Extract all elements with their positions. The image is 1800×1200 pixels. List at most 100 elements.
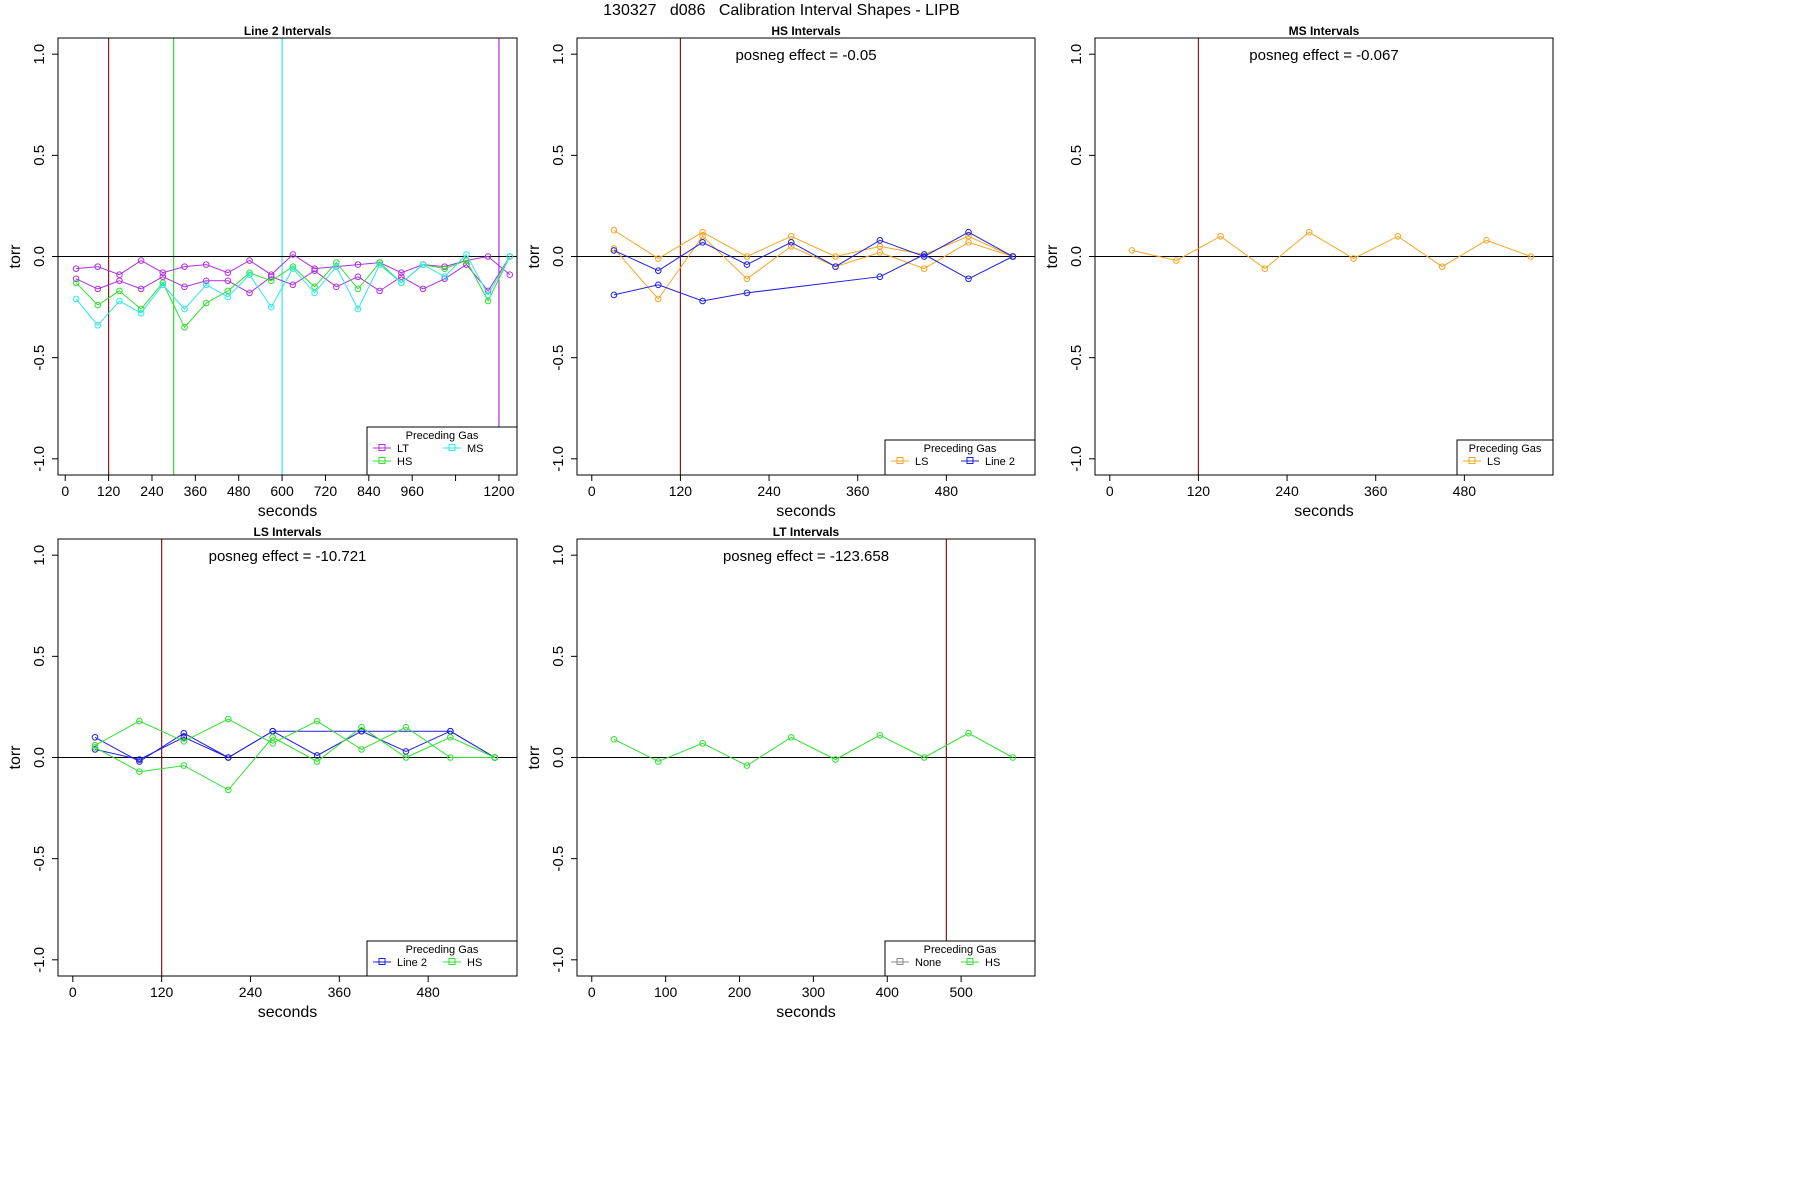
legend-title: Preceding Gas bbox=[924, 944, 997, 956]
data-point bbox=[313, 717, 321, 725]
series-line-ms bbox=[75, 253, 511, 327]
y-tick-label: 1.0 bbox=[1068, 44, 1085, 65]
data-point bbox=[832, 263, 839, 270]
data-point bbox=[610, 291, 618, 299]
data-point bbox=[358, 727, 365, 735]
data-point bbox=[94, 321, 102, 329]
data-point bbox=[181, 283, 188, 291]
legend-box bbox=[884, 940, 1036, 977]
x-tick-label: 120 bbox=[150, 984, 174, 1000]
posneg-annotation: posneg effect = -123.658 bbox=[723, 548, 889, 565]
y-tick-label: -0.5 bbox=[31, 846, 48, 872]
data-point bbox=[137, 285, 145, 293]
panel-title: HS Intervals bbox=[771, 24, 841, 38]
x-tick-label: 0 bbox=[588, 483, 596, 499]
data-point bbox=[699, 228, 706, 236]
data-point bbox=[376, 261, 383, 268]
x-tick-label: 100 bbox=[654, 984, 678, 1000]
data-point bbox=[506, 253, 514, 260]
y-axis-label: torr bbox=[7, 244, 24, 269]
data-point bbox=[441, 273, 449, 281]
x-tick-label: 240 bbox=[140, 483, 164, 499]
data-point bbox=[610, 247, 618, 254]
data-point bbox=[1128, 247, 1136, 254]
y-tick-label: -1.0 bbox=[1068, 446, 1085, 472]
x-tick-label: 500 bbox=[949, 984, 973, 1000]
data-point bbox=[447, 754, 454, 761]
data-point bbox=[402, 723, 410, 731]
y-axis: -1.0 -0.5 0.0 0.5 1.0 torr bbox=[7, 44, 58, 472]
data-point bbox=[267, 303, 275, 311]
data-point bbox=[441, 265, 449, 272]
x-tick-label: 120 bbox=[97, 483, 121, 499]
data-point bbox=[654, 267, 662, 274]
data-point bbox=[72, 265, 80, 272]
data-point bbox=[224, 754, 232, 761]
data-point bbox=[920, 251, 928, 258]
legend-entry-label: LT bbox=[397, 443, 409, 455]
data-point bbox=[269, 733, 276, 741]
x-axis: 0 120 240 360 480 seconds bbox=[69, 976, 440, 1021]
x-tick-label: 960 bbox=[401, 483, 425, 499]
y-tick-label: -0.5 bbox=[550, 846, 567, 872]
x-axis: 0 120 240 360 480 600 720 840 960 1200 seconds bbox=[61, 475, 515, 520]
panel-1: Line 2 Intervals 0 120 240 360 480 600 720 840 96… bbox=[7, 24, 518, 520]
y-tick-label: 0.0 bbox=[31, 747, 48, 768]
data-point bbox=[920, 754, 928, 761]
data-point bbox=[91, 744, 99, 751]
data-point bbox=[72, 279, 80, 287]
data-point bbox=[94, 285, 102, 293]
legend-entry-label: Line 2 bbox=[397, 957, 427, 969]
data-point bbox=[463, 261, 470, 268]
data-point bbox=[1172, 257, 1180, 264]
data-point bbox=[91, 733, 99, 741]
data-point bbox=[832, 253, 839, 260]
data-point bbox=[965, 228, 972, 236]
legend-box bbox=[366, 940, 518, 977]
data-point bbox=[1394, 232, 1402, 240]
data-point bbox=[654, 758, 662, 765]
data-point bbox=[876, 249, 884, 256]
data-point bbox=[224, 786, 232, 794]
x-tick-label: 200 bbox=[728, 984, 752, 1000]
data-point bbox=[1305, 228, 1313, 236]
data-point bbox=[787, 733, 795, 741]
data-point bbox=[180, 729, 188, 737]
x-axis-label: seconds bbox=[776, 503, 836, 520]
series-line-line-2 bbox=[94, 730, 496, 761]
data-point bbox=[332, 283, 340, 291]
legend-title: Preceding Gas bbox=[1469, 443, 1542, 455]
legend-entry-label: HS bbox=[397, 456, 412, 468]
data-point bbox=[743, 261, 751, 268]
y-tick-label: 1.0 bbox=[31, 44, 48, 65]
data-point bbox=[202, 277, 210, 285]
y-tick-label: -0.5 bbox=[31, 345, 48, 371]
data-point bbox=[654, 255, 662, 262]
data-point bbox=[358, 746, 365, 753]
data-point bbox=[332, 263, 340, 270]
figure-title: 130327 d086 Calibration Interval Shapes … bbox=[603, 2, 960, 19]
data-point bbox=[1350, 255, 1357, 262]
posneg-annotation: posneg effect = -10.721 bbox=[209, 548, 367, 565]
data-point bbox=[506, 271, 514, 279]
data-point bbox=[398, 279, 405, 287]
x-tick-label: 840 bbox=[357, 483, 381, 499]
series-line-hs bbox=[94, 726, 496, 791]
data-point bbox=[136, 717, 143, 725]
data-point bbox=[181, 263, 188, 270]
x-tick-label: 0 bbox=[588, 984, 596, 1000]
x-axis: 0 100 200 300 400 500 seconds bbox=[588, 976, 973, 1021]
data-point bbox=[441, 275, 449, 283]
data-point bbox=[311, 265, 318, 272]
y-axis: -1.0 -0.5 0.0 0.5 1.0 torr bbox=[526, 545, 577, 973]
x-tick-label: 0 bbox=[61, 483, 69, 499]
posneg-annotation: posneg effect = -0.05 bbox=[735, 47, 876, 64]
data-point bbox=[202, 281, 210, 289]
data-point bbox=[965, 729, 972, 737]
data-point bbox=[181, 305, 188, 313]
data-point bbox=[94, 301, 102, 309]
data-point bbox=[354, 305, 362, 313]
